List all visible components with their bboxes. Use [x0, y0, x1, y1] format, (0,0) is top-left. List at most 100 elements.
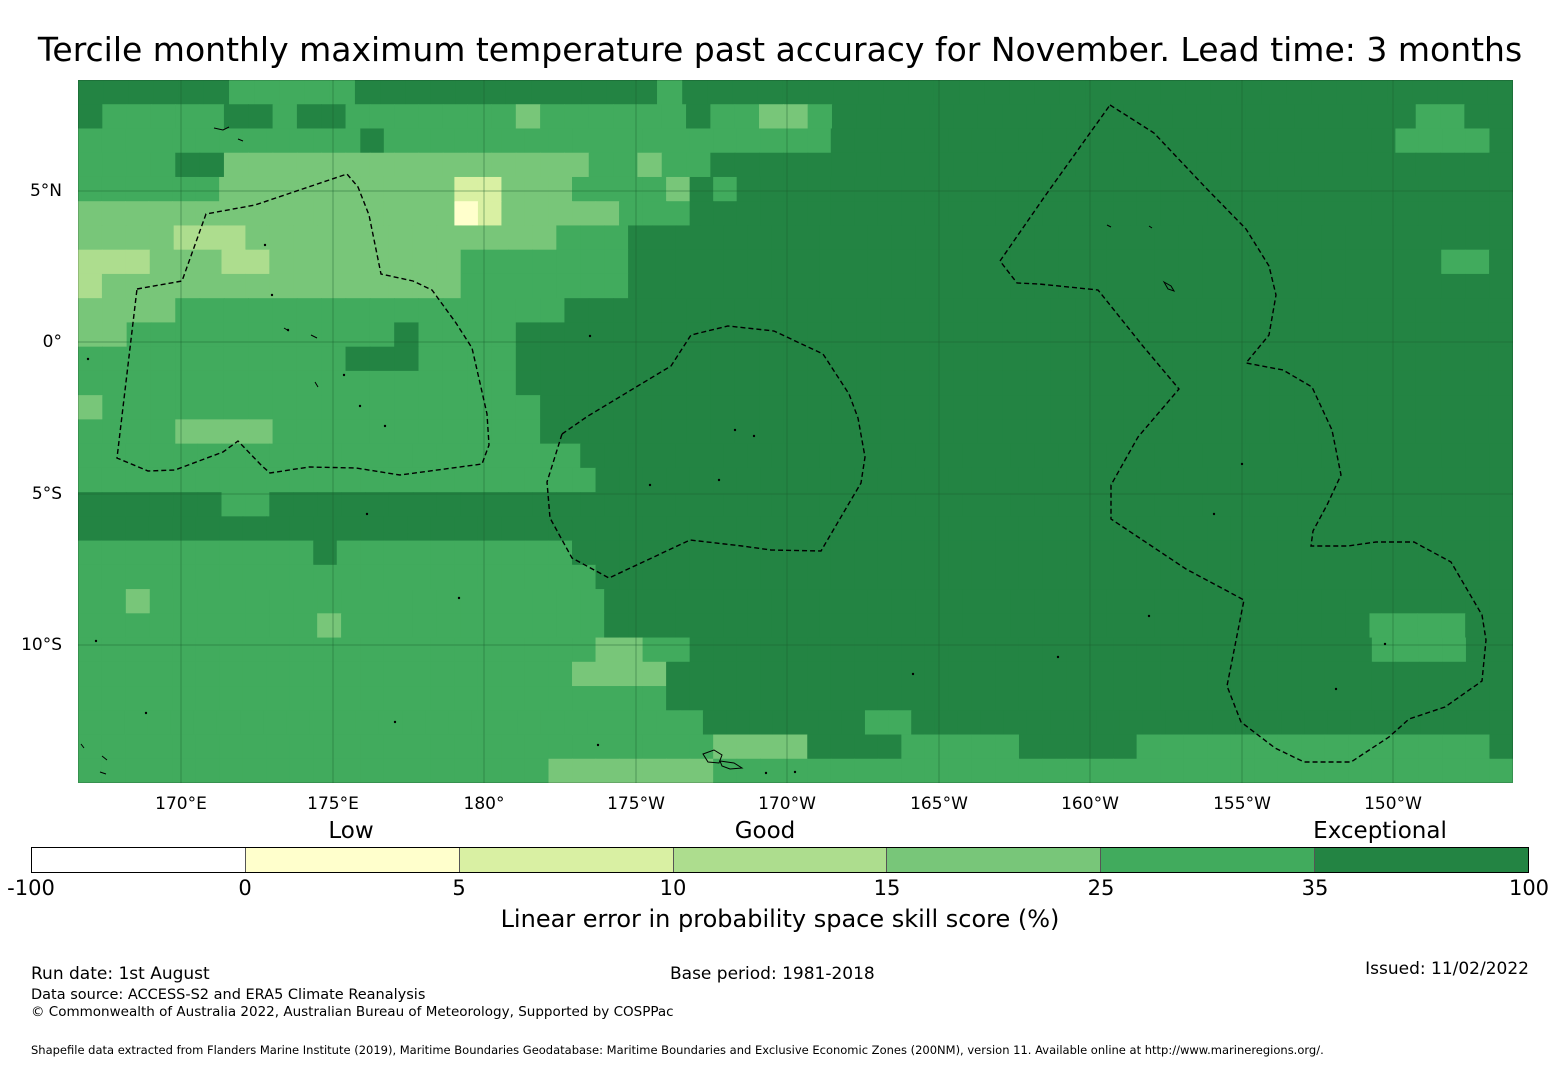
skill-cell	[628, 589, 653, 614]
skill-cell	[831, 298, 857, 324]
skill-grid-cells	[78, 80, 1513, 783]
skill-cell	[1113, 637, 1138, 663]
skill-cell	[501, 176, 526, 202]
skill-cell	[877, 128, 902, 154]
skill-cell	[795, 273, 821, 299]
skill-cell	[125, 613, 151, 639]
skill-cell	[491, 298, 517, 324]
skill-cell	[1089, 128, 1114, 154]
skill-cell	[1395, 637, 1420, 663]
skill-cell	[734, 104, 760, 130]
skill-cell	[1130, 443, 1155, 469]
colorbar-tick-label: 35	[1301, 876, 1329, 900]
skill-cell	[101, 201, 126, 227]
skill-cell	[1066, 176, 1091, 202]
skill-cell	[296, 419, 322, 445]
skill-cell	[934, 710, 959, 736]
skill-cell	[1160, 201, 1185, 227]
skill-cell	[1230, 564, 1255, 590]
skill-cell	[924, 128, 950, 154]
skill-cell	[995, 661, 1020, 687]
skill-cell	[1183, 661, 1208, 687]
map-title: Tercile monthly maximum temperature past…	[37, 30, 1523, 69]
skill-cell	[1441, 492, 1466, 517]
skill-cell	[248, 346, 274, 372]
skill-cell	[986, 492, 1012, 517]
skill-cell	[795, 225, 821, 251]
skill-cell	[125, 540, 150, 566]
skill-cell	[515, 346, 541, 372]
skill-cell	[125, 225, 151, 251]
skill-cell	[1489, 249, 1513, 275]
skill-cell	[1010, 249, 1036, 275]
skill-cell	[1042, 540, 1067, 566]
skill-cell	[436, 443, 462, 469]
skill-cell	[1130, 273, 1155, 299]
skill-cell	[412, 249, 438, 275]
lat-tick-label: 0°	[42, 332, 62, 352]
skill-cell	[548, 734, 573, 760]
skill-cell	[125, 686, 150, 711]
skill-cell	[1324, 686, 1349, 711]
skill-cell	[1488, 298, 1513, 324]
skill-cell	[369, 152, 395, 178]
skill-cell	[425, 710, 449, 736]
skill-cell	[219, 201, 244, 227]
skill-cell	[1230, 516, 1255, 542]
skill-cell	[1393, 443, 1418, 469]
skill-cell	[689, 734, 714, 760]
skill-cell	[783, 201, 808, 227]
skill-cell	[505, 80, 532, 105]
skill-cell	[1066, 467, 1091, 493]
skill-cell	[454, 128, 479, 154]
skill-cell	[633, 710, 658, 736]
skill-cell	[172, 637, 197, 663]
skill-cell	[1226, 249, 1251, 275]
skill-cell	[436, 249, 462, 275]
skill-cell	[631, 80, 658, 105]
skill-cell	[345, 298, 371, 324]
skill-cell	[336, 516, 361, 542]
skill-cell	[484, 589, 510, 614]
skill-cell	[1066, 686, 1091, 711]
skill-cell	[269, 225, 294, 251]
skill-cell	[360, 128, 385, 154]
skill-cell	[854, 176, 879, 202]
skill-cell	[807, 152, 833, 178]
skill-cell	[856, 419, 882, 445]
skill-cell	[795, 589, 821, 614]
skill-cell	[1034, 273, 1060, 299]
skill-cell	[1269, 395, 1295, 420]
skill-cell	[783, 564, 808, 590]
skill-cell	[891, 613, 916, 639]
skill-cell	[296, 322, 322, 348]
skill-cell	[619, 686, 644, 711]
lon-tick-label: 175°E	[307, 794, 359, 814]
skill-cell	[924, 637, 950, 663]
skill-cell	[1345, 225, 1371, 251]
skill-cell	[1324, 128, 1349, 154]
skill-cell	[959, 80, 985, 105]
skill-cell	[223, 152, 249, 178]
skill-cell	[1245, 298, 1271, 324]
skill-cell	[619, 201, 644, 227]
skill-cell	[78, 201, 103, 227]
skill-cell	[1369, 443, 1395, 469]
skill-cell	[736, 734, 761, 760]
skill-cell	[1018, 758, 1044, 783]
skill-cell	[830, 734, 855, 760]
skill-cell	[604, 443, 629, 469]
colorbar-segment	[887, 848, 1102, 872]
skill-cell	[125, 516, 150, 542]
skill-cell	[150, 152, 176, 178]
skill-cell	[1489, 467, 1513, 493]
skill-cell	[604, 225, 629, 251]
skill-cell	[1018, 467, 1044, 493]
skill-cell	[1465, 443, 1490, 469]
skill-cell	[1348, 201, 1373, 227]
skill-cell	[1050, 710, 1074, 736]
skill-cell	[548, 661, 573, 687]
skill-cell	[197, 225, 223, 251]
skill-cell	[153, 80, 180, 105]
skill-cell	[939, 589, 964, 614]
